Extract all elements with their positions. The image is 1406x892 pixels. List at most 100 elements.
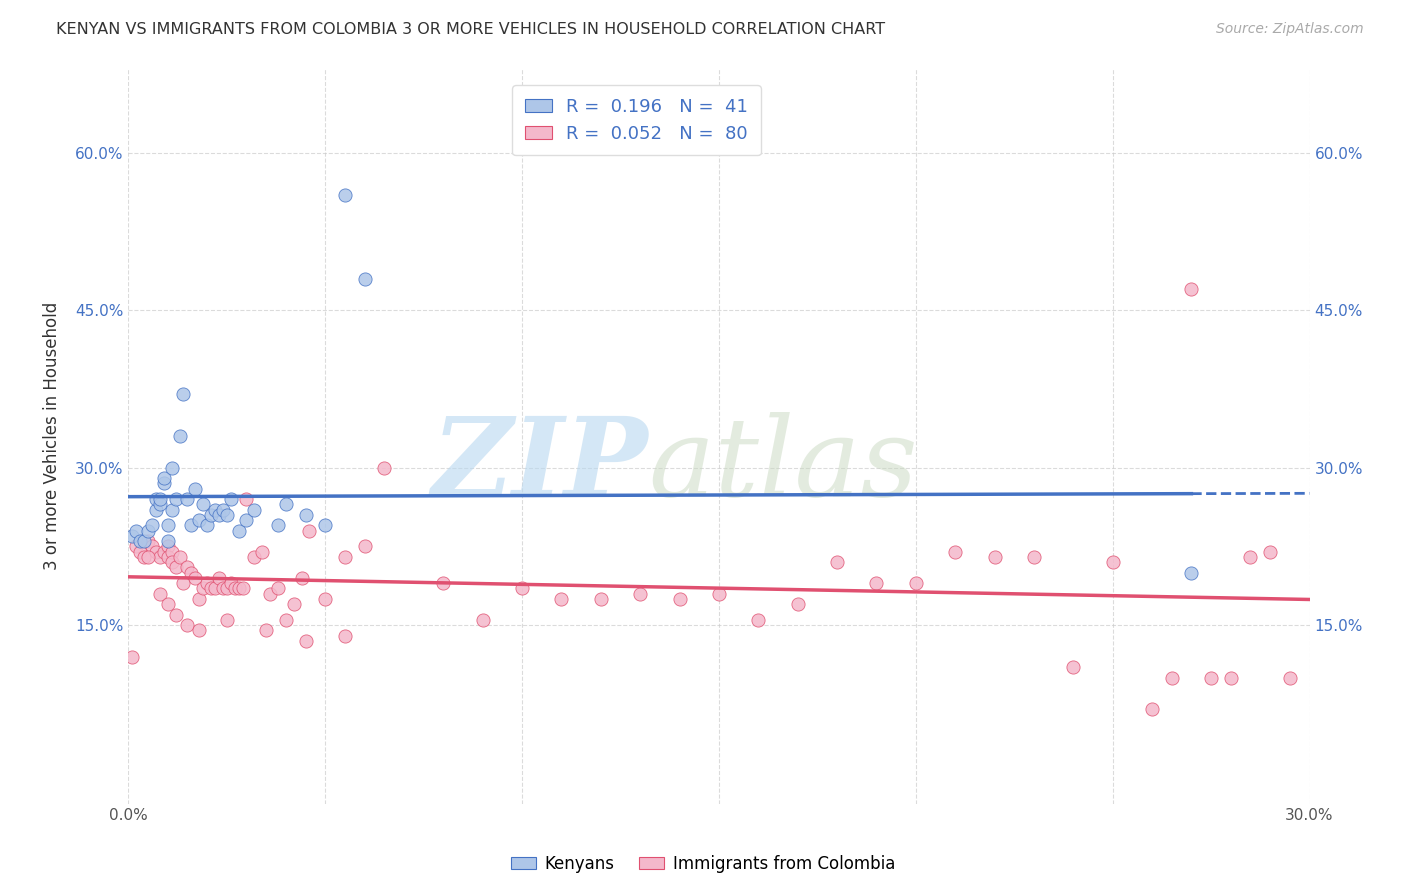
Point bbox=[1062, 660, 1084, 674]
Point bbox=[121, 529, 143, 543]
Point bbox=[589, 591, 612, 606]
Point bbox=[165, 560, 187, 574]
Point bbox=[1258, 544, 1281, 558]
Point bbox=[1140, 702, 1163, 716]
Point bbox=[136, 549, 159, 564]
Point bbox=[145, 544, 167, 558]
Point bbox=[149, 549, 172, 564]
Point bbox=[228, 524, 250, 538]
Point bbox=[471, 613, 494, 627]
Point bbox=[149, 492, 172, 507]
Point bbox=[165, 492, 187, 507]
Point bbox=[121, 649, 143, 664]
Point bbox=[176, 492, 198, 507]
Point bbox=[165, 607, 187, 622]
Point bbox=[180, 518, 202, 533]
Point bbox=[825, 555, 848, 569]
Point bbox=[943, 544, 966, 558]
Point bbox=[184, 482, 207, 496]
Point bbox=[252, 544, 274, 558]
Point bbox=[149, 497, 172, 511]
Point bbox=[129, 544, 152, 558]
Point bbox=[180, 566, 202, 580]
Point bbox=[208, 508, 231, 522]
Point bbox=[149, 586, 172, 600]
Point bbox=[141, 518, 163, 533]
Text: KENYAN VS IMMIGRANTS FROM COLOMBIA 3 OR MORE VEHICLES IN HOUSEHOLD CORRELATION C: KENYAN VS IMMIGRANTS FROM COLOMBIA 3 OR … bbox=[56, 22, 886, 37]
Point bbox=[156, 518, 179, 533]
Point bbox=[235, 492, 257, 507]
Point bbox=[200, 508, 222, 522]
Point bbox=[298, 524, 321, 538]
Point bbox=[314, 518, 336, 533]
Point bbox=[156, 597, 179, 611]
Point bbox=[353, 271, 375, 285]
Point bbox=[274, 613, 297, 627]
Point bbox=[188, 591, 211, 606]
Point bbox=[219, 576, 242, 591]
Point bbox=[173, 576, 195, 591]
Point bbox=[193, 582, 215, 596]
Point bbox=[160, 555, 183, 569]
Point bbox=[169, 549, 191, 564]
Point bbox=[134, 534, 156, 549]
Point bbox=[314, 591, 336, 606]
Point bbox=[1180, 282, 1202, 296]
Point bbox=[160, 502, 183, 516]
Point bbox=[232, 582, 254, 596]
Point bbox=[550, 591, 572, 606]
Point bbox=[254, 624, 277, 638]
Point bbox=[176, 618, 198, 632]
Point bbox=[195, 576, 218, 591]
Point bbox=[141, 539, 163, 553]
Point bbox=[125, 539, 148, 553]
Point bbox=[212, 582, 235, 596]
Point bbox=[1180, 566, 1202, 580]
Point bbox=[1219, 671, 1241, 685]
Point bbox=[219, 492, 242, 507]
Point bbox=[156, 539, 179, 553]
Point bbox=[1278, 671, 1301, 685]
Point bbox=[160, 544, 183, 558]
Point bbox=[353, 539, 375, 553]
Point bbox=[195, 518, 218, 533]
Y-axis label: 3 or more Vehicles in Household: 3 or more Vehicles in Household bbox=[44, 302, 60, 570]
Point bbox=[1199, 671, 1222, 685]
Point bbox=[153, 476, 176, 491]
Point bbox=[432, 576, 454, 591]
Point bbox=[333, 629, 356, 643]
Point bbox=[215, 508, 238, 522]
Point bbox=[983, 549, 1005, 564]
Point bbox=[668, 591, 690, 606]
Point bbox=[1022, 549, 1045, 564]
Text: atlas: atlas bbox=[648, 412, 918, 519]
Point bbox=[188, 513, 211, 527]
Point bbox=[129, 534, 152, 549]
Point bbox=[176, 560, 198, 574]
Legend: R =  0.196   N =  41, R =  0.052   N =  80: R = 0.196 N = 41, R = 0.052 N = 80 bbox=[512, 85, 761, 155]
Point bbox=[204, 502, 226, 516]
Point bbox=[707, 586, 730, 600]
Point bbox=[136, 524, 159, 538]
Point bbox=[628, 586, 651, 600]
Point bbox=[156, 549, 179, 564]
Point bbox=[224, 582, 246, 596]
Point bbox=[333, 549, 356, 564]
Point bbox=[267, 518, 290, 533]
Point bbox=[274, 497, 297, 511]
Point bbox=[786, 597, 808, 611]
Point bbox=[193, 497, 215, 511]
Point bbox=[865, 576, 887, 591]
Point bbox=[333, 187, 356, 202]
Point bbox=[1239, 549, 1261, 564]
Point bbox=[153, 471, 176, 485]
Point bbox=[125, 524, 148, 538]
Point bbox=[204, 582, 226, 596]
Legend: Kenyans, Immigrants from Colombia: Kenyans, Immigrants from Colombia bbox=[505, 848, 901, 880]
Point bbox=[200, 582, 222, 596]
Point bbox=[243, 549, 266, 564]
Point bbox=[134, 549, 156, 564]
Point bbox=[136, 534, 159, 549]
Point bbox=[145, 502, 167, 516]
Text: ZIP: ZIP bbox=[432, 412, 648, 519]
